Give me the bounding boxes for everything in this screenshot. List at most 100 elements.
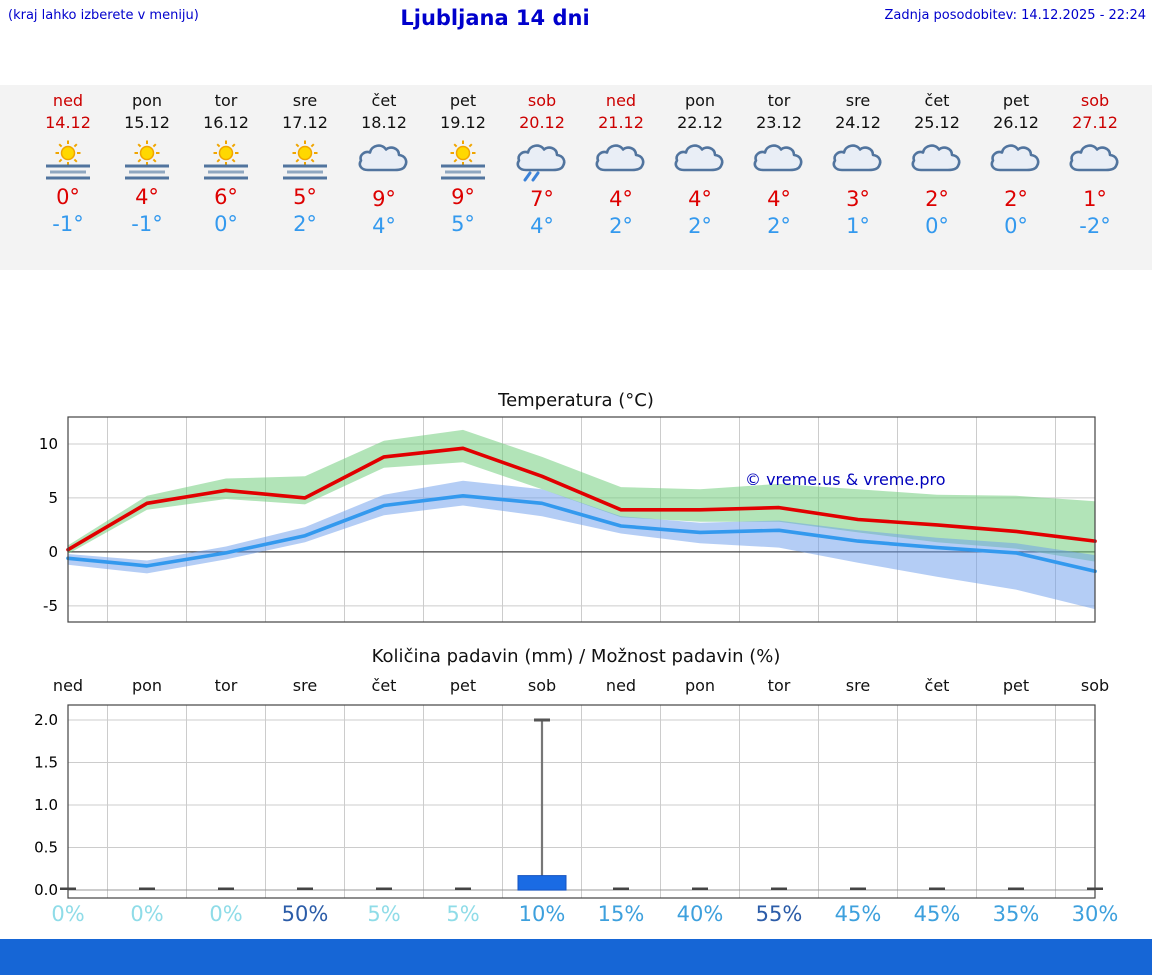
last-update: Zadnja posodobitev: 14.12.2025 - 22:24: [884, 8, 1146, 23]
cloud-icon: [595, 144, 645, 172]
precip-day-label: pon: [684, 676, 716, 695]
temp-max: 9°: [451, 185, 475, 209]
svg-text:1.0: 1.0: [34, 796, 58, 814]
precip-probability: 45%: [913, 902, 961, 926]
day-date: 15.12: [124, 113, 170, 132]
day-name: sre: [845, 91, 871, 110]
precip-probability: 0%: [51, 902, 85, 926]
temp-max: 4°: [688, 187, 712, 211]
temp-min: -1°: [131, 212, 163, 236]
forecast-day-14.12: ned 14.12 0° -1°: [29, 91, 107, 236]
forecast-day-15.12: pon 15.12 4° -1°: [108, 91, 186, 236]
day-name: tor: [214, 91, 238, 110]
temp-max: 4°: [135, 185, 159, 209]
temp-max: 7°: [530, 187, 554, 211]
temp-min: 2°: [293, 212, 317, 236]
sun-fog-icon: [204, 140, 248, 180]
day-date: 23.12: [756, 113, 802, 132]
forecast-day-23.12: tor 23.12 4° 2°: [740, 91, 818, 238]
temp-max: 2°: [925, 187, 949, 211]
temp-min: 4°: [372, 214, 396, 238]
sun-fog-icon: [441, 140, 485, 180]
precip-probability: 15%: [597, 902, 645, 926]
temp-min: 4°: [530, 214, 554, 238]
temp-min: -1°: [52, 212, 84, 236]
precip-day-label: tor: [214, 676, 238, 695]
sun-fog-icon: [46, 140, 90, 180]
svg-text:2.0: 2.0: [34, 711, 58, 729]
temperature-chart-title: Temperatura (°C): [498, 390, 654, 411]
day-name: sre: [292, 91, 318, 110]
temp-min: 5°: [451, 212, 475, 236]
svg-text:-5: -5: [43, 597, 58, 615]
day-name: pon: [131, 91, 163, 110]
precip-zero-mark: [771, 887, 787, 890]
forecast-day-27.12: sob 27.12 1° -2°: [1056, 91, 1134, 238]
precip-zero-mark: [455, 887, 471, 890]
precip-zero-mark: [376, 887, 392, 890]
precip-day-label: sob: [527, 676, 557, 695]
sun-fog-icon: [125, 140, 169, 180]
cloud-icon: [358, 144, 408, 172]
precip-probability: 50%: [281, 902, 329, 926]
precip-zero-mark: [1008, 887, 1024, 890]
cloud-icon: [1069, 144, 1119, 172]
precip-zero-mark: [850, 887, 866, 890]
precip-zero-mark: [929, 887, 945, 890]
svg-text:5: 5: [48, 489, 58, 507]
precip-day-label: sre: [845, 676, 871, 695]
forecast-day-26.12: pet 26.12 2° 0°: [977, 91, 1055, 238]
precip-day-label: tor: [767, 676, 791, 695]
day-name: ned: [605, 91, 637, 110]
day-date: 17.12: [282, 113, 328, 132]
forecast-day-25.12: čet 25.12 2° 0°: [898, 91, 976, 238]
temp-min: -2°: [1079, 214, 1111, 238]
temp-min: 2°: [767, 214, 791, 238]
footer-banner[interactable]: [0, 939, 1152, 975]
day-name: sob: [1080, 91, 1110, 110]
day-date: 24.12: [835, 113, 881, 132]
forecast-day-20.12: sob 20.12 7° 4°: [503, 91, 581, 238]
forecast-day-19.12: pet 19.12 9° 5°: [424, 91, 502, 236]
forecast-day-22.12: pon 22.12 4° 2°: [661, 91, 739, 238]
day-date: 14.12: [45, 113, 91, 132]
forecast-day-21.12: ned 21.12 4° 2°: [582, 91, 660, 238]
menu-hint-note: (kraj lahko izberete v meniju): [8, 8, 199, 23]
temp-min: 2°: [688, 214, 712, 238]
day-date: 16.12: [203, 113, 249, 132]
temp-min: 1°: [846, 214, 870, 238]
day-name: čet: [371, 91, 397, 110]
temp-max: 6°: [214, 185, 238, 209]
temp-min: 0°: [1004, 214, 1028, 238]
svg-text:0.0: 0.0: [34, 881, 58, 899]
day-name: pet: [1002, 91, 1030, 110]
precip-day-label: sre: [292, 676, 318, 695]
svg-text:0.5: 0.5: [34, 839, 58, 857]
sun-fog-icon: [283, 140, 327, 180]
precip-probability: 0%: [130, 902, 164, 926]
precip-day-label: sob: [1080, 676, 1110, 695]
precip-day-label: pon: [131, 676, 163, 695]
temp-max: 2°: [1004, 187, 1028, 211]
svg-text:1.5: 1.5: [34, 754, 58, 772]
svg-text:0: 0: [48, 543, 58, 561]
precip-zero-mark: [692, 887, 708, 890]
cloud-icon: [674, 144, 724, 172]
precip-probability: 45%: [834, 902, 882, 926]
day-name: pon: [684, 91, 716, 110]
temperature-chart: -5 0 5 10 © vreme.us & vreme.pro: [39, 416, 1097, 623]
temp-max: 4°: [609, 187, 633, 211]
forecast-day-18.12: čet 18.12 9° 4°: [345, 91, 423, 238]
temp-max: 0°: [56, 185, 80, 209]
precip-probability: 40%: [676, 902, 724, 926]
day-date: 25.12: [914, 113, 960, 132]
day-date: 26.12: [993, 113, 1039, 132]
cloud-icon: [832, 144, 882, 172]
precip-bar: [517, 875, 567, 891]
temp-min: 0°: [214, 212, 238, 236]
precip-probability: 35%: [992, 902, 1040, 926]
precip-probability: 0%: [209, 902, 243, 926]
temp-max: 3°: [846, 187, 870, 211]
precip-day-label: čet: [924, 676, 950, 695]
